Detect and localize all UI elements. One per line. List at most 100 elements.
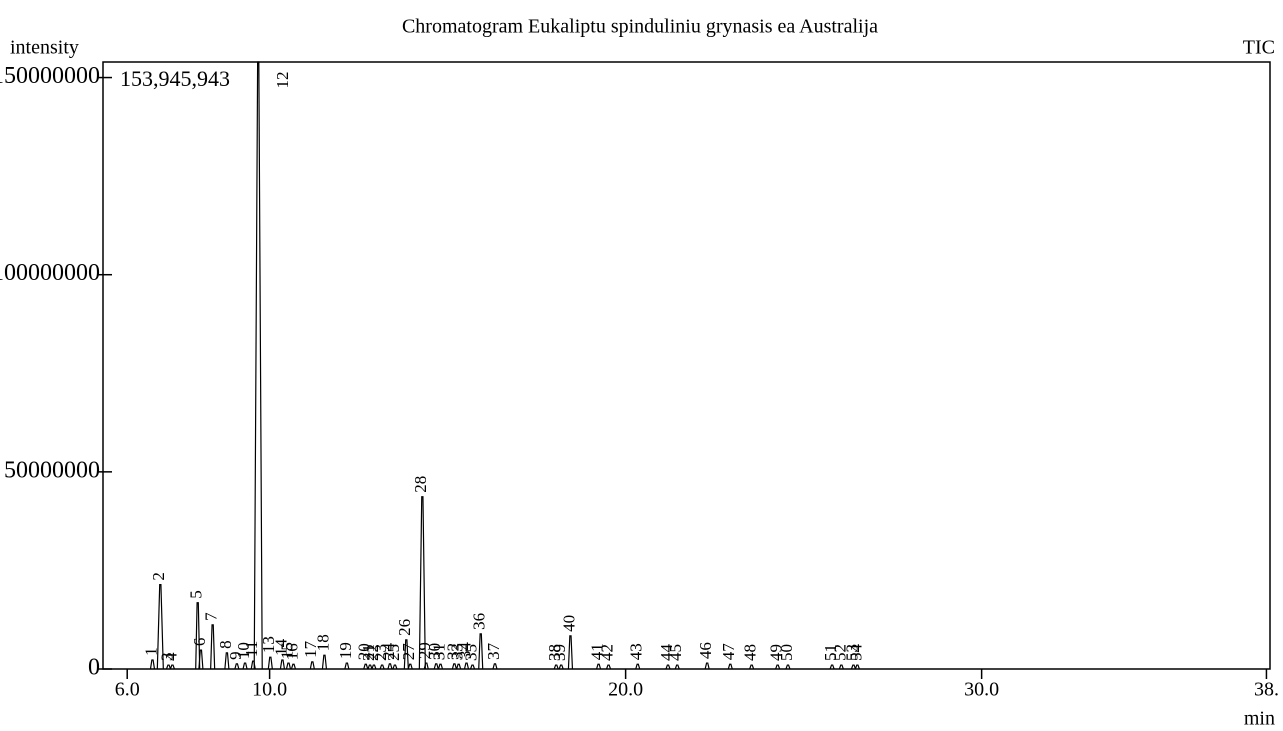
peak-label: 53 (842, 644, 861, 661)
peak-label: 47 (719, 643, 738, 661)
peak (387, 663, 393, 670)
peak-label: 23 (371, 644, 390, 661)
y-axis-label: intensity (10, 37, 79, 59)
trace-label: TIC (1243, 37, 1275, 59)
peak (463, 662, 470, 670)
peak (854, 664, 860, 670)
peak (290, 663, 297, 670)
peak-label: 2 (149, 572, 168, 581)
x-tick-label: 6.0 (115, 679, 140, 701)
peak-label: 20 (355, 643, 374, 660)
peak (567, 635, 574, 670)
peak (403, 639, 409, 670)
y-tick-label: 100000000 (0, 260, 100, 286)
peak-label: 5 (187, 590, 206, 599)
peak (267, 656, 273, 670)
peak (279, 659, 286, 670)
x-tick-label: 10.0 (252, 679, 287, 701)
peak (418, 496, 426, 670)
peak (156, 584, 164, 670)
peak-label: 24 (379, 642, 398, 660)
peak-label: 13 (259, 636, 278, 653)
peak-label: 16 (282, 643, 301, 660)
peak-label: 4 (161, 652, 180, 661)
peak (242, 662, 248, 670)
peak (553, 664, 559, 670)
peak-label: 51 (821, 644, 840, 661)
peak (785, 664, 791, 670)
peak-label: 7 (202, 612, 221, 621)
peak (492, 663, 498, 670)
peak-label: 48 (741, 644, 760, 661)
peak (371, 664, 377, 670)
peak-label: 54 (846, 644, 865, 662)
peak (433, 663, 439, 670)
peak (838, 664, 844, 670)
peak (727, 663, 733, 670)
peak (149, 659, 156, 670)
peak-label: 34 (455, 642, 474, 660)
peak (195, 602, 201, 670)
peak-label: 9 (226, 651, 245, 660)
peak (379, 664, 385, 670)
peak (478, 633, 484, 670)
peak (775, 664, 781, 670)
peak-label: 35 (461, 644, 480, 661)
peak-label: 37 (484, 642, 503, 660)
y-tick-label: 0 (88, 655, 100, 681)
x-tick-label: 30.0 (964, 679, 999, 701)
peak-label: 19 (336, 642, 355, 659)
peak (595, 663, 602, 670)
peak-label: 39 (550, 644, 569, 661)
peak-label: 43 (627, 643, 646, 660)
peak (234, 663, 240, 670)
peak (451, 663, 457, 670)
peak-label: 14 (271, 638, 290, 656)
peak (344, 662, 350, 670)
peak-label: 52 (830, 644, 849, 661)
peak-label: 45 (666, 644, 685, 661)
peak-label: 6 (190, 638, 209, 647)
peak (437, 663, 444, 670)
peak-label: 18 (313, 634, 332, 651)
peak-label: 29 (415, 642, 434, 659)
peak (456, 663, 462, 670)
max-intensity: 153,945,943 (120, 66, 230, 91)
peak-label: 21 (359, 644, 378, 661)
peak-label: 44 (657, 644, 676, 662)
peak (635, 663, 641, 670)
peak-label: 41 (587, 643, 606, 660)
peak-label: 31 (429, 643, 448, 660)
peak-label: 30 (425, 643, 444, 660)
peak (169, 664, 175, 670)
peak (285, 662, 292, 670)
peak-label: 50 (777, 644, 796, 661)
peak-label: 25 (384, 644, 403, 661)
peak (309, 661, 315, 670)
peak-label: 1 (141, 647, 160, 656)
peak (749, 664, 755, 670)
peak (210, 624, 216, 670)
peak (407, 663, 413, 670)
peak (850, 664, 857, 670)
peak-label: 12 (273, 72, 292, 89)
y-tick-label: 50000000 (4, 457, 100, 483)
peak (558, 664, 564, 670)
peak-label: 8 (216, 640, 235, 649)
peak-label: 17 (301, 640, 320, 658)
peak (198, 649, 204, 670)
peak-label: 27 (399, 643, 418, 661)
peak (829, 664, 835, 670)
peak (253, 61, 263, 670)
peak (605, 664, 612, 670)
peak (321, 654, 328, 670)
y-tick-label: 150000000 (0, 63, 100, 89)
plot-frame (102, 61, 1271, 670)
peak-label: 3 (157, 653, 176, 662)
peak-label: 32 (443, 643, 462, 660)
x-tick-label: 20.0 (608, 679, 643, 701)
peak (367, 664, 373, 670)
peak (469, 664, 476, 670)
x-axis-label: min (1244, 708, 1275, 730)
